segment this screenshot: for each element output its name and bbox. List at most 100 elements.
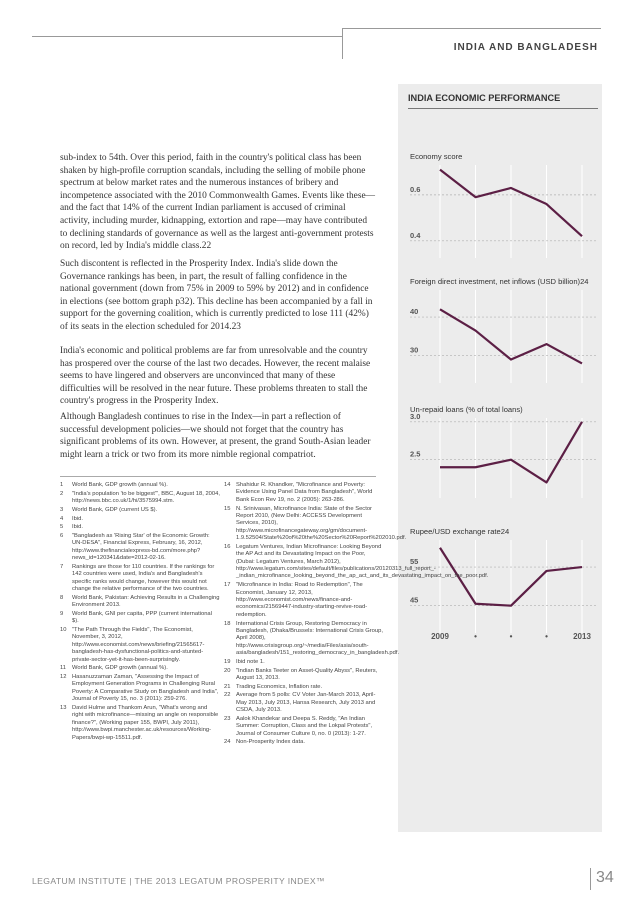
y-tick-label: 0.6 [410,185,420,194]
footnote: 24 Non-Prosperity Index data. [224,739,384,746]
footnote-text: International Crisis Group, Restoring De… [236,620,400,657]
chart-label-loans: Un-repaid loans (% of total loans) [410,405,523,414]
header-rule [32,36,342,37]
footnote-text: "Bangladesh as 'Rising Star' of the Econ… [72,532,210,562]
x-tick-label: 2009 [431,632,449,641]
footnote-number: 5 [60,524,64,531]
footnotes-right-column: 14 Shahidur R. Khandker, "Microfinance an… [224,482,488,748]
footnote-number: 13 [60,704,67,711]
footnote-text: Non-Prosperity Index data. [236,739,305,746]
footnote: 4 Ibid. [60,516,220,523]
footnote-number: 11 [60,665,67,672]
footer-divider [590,868,591,890]
footnote-number: 2 [60,490,64,497]
chart-label-economy: Economy score [410,152,463,161]
footnote-number: 1 [60,482,64,488]
footnote-text: Trading Economics, Inflation rate. [236,683,323,690]
header-frame [342,28,601,59]
sidebar-title: INDIA ECONOMIC PERFORMANCE [408,93,561,103]
footnote-text: Hasanuzzaman Zaman, "Assessing the Impac… [72,674,219,703]
paragraph-2: Such discontent is reflected in the Pros… [60,259,373,332]
chart-label-fdi: Foreign direct investment, net inflows (… [410,277,589,286]
footnote-text: "India's population 'to be biggest'", BB… [72,490,220,505]
footer-publication: LEGATUM INSTITUTE | THE 2013 LEGATUM PRO… [32,876,325,886]
footnote: 16 Legatum Ventures, Indian Microfinance:… [224,543,488,581]
footnote-number: 12 [60,674,67,681]
y-tick-label: 30 [410,346,418,355]
footnote: 23 Aalok Khandekar and Deepa S. Reddy, "A… [224,716,384,738]
footnote: 12 Hasanuzzaman Zaman, "Assessing the Imp… [60,674,220,704]
footnote: 14 Shahidur R. Khandker, "Microfinance an… [224,482,384,504]
paragraph-1: sub-index to 54th. Over this period, fai… [60,153,376,252]
section-title: INDIA AND BANGLADESH [453,42,598,53]
chart-label-rupee: Rupee/USD exchange rate24 [410,527,510,536]
footnote: 3 World Bank, GDP (current US $). [60,507,220,514]
footnote-text: Ibid. [72,515,83,522]
footnote: 11 World Bank, GDP growth (annual %). [60,665,220,672]
footnote: 13 David Hulme and Thankom Arun, "What's … [60,705,220,742]
footnote-divider [60,476,376,477]
footnote: 18 International Crisis Group, Restoring … [224,620,399,658]
footnote-number: 17 [224,582,231,589]
x-tick-label: • [545,632,548,641]
footnote-number: 14 [224,482,231,488]
y-tick-label: 0.4 [410,231,421,240]
footnote-text: "Microfinance in India: Road to Redempti… [236,582,368,618]
footnote-number: 22 [224,692,231,699]
x-tick-label: 2013 [573,632,591,641]
footnote: 8 World Bank, Pakistan: Achieving Results… [60,595,220,610]
sidebar-panel [398,84,602,832]
footnote-text: David Hulme and Thankom Arun, "What's wr… [72,704,219,741]
footnote-text: Rankings are those for 110 countries. If… [72,563,215,593]
sidebar-title-rule [408,108,598,109]
footnote: 17 "Microfinance in India: Road to Redemp… [224,582,384,619]
footnote-number: 19 [224,658,231,665]
x-tick-label: • [510,632,513,641]
footnote-number: 16 [224,543,231,550]
footnote: 1 World Bank, GDP growth (annual %). [60,482,220,489]
footnote-number: 9 [60,610,64,617]
footnote: 21 Trading Economics, Inflation rate. [224,684,384,691]
footnote: 15 N. Srinivasan, Microfinance India: Sta… [224,505,406,543]
footnote-text: World Bank, GDP growth (annual %). [72,482,168,488]
footnote: 5 Ibid. [60,524,220,531]
footnote-number: 15 [224,505,231,512]
footnote-number: 21 [224,683,231,690]
footnote: 22 Average from 5 polls: CV Voter Jan-Mar… [224,692,384,714]
footnote-text: Ibid note 1. [236,658,265,665]
footnote-number: 23 [224,715,231,722]
footnote-number: 8 [60,594,64,601]
footnote-text: Ibid. [72,524,83,531]
footnote: 2 "India's population 'to be biggest'", B… [60,491,220,506]
y-tick-label: 40 [410,307,418,316]
footnote-text: "The Path Through the Fields", The Econo… [72,626,205,663]
footnotes-left-column: 1 World Bank, GDP growth (annual %). 2 "Ind… [60,482,220,743]
y-tick-label: 3.0 [410,412,420,421]
y-tick-label: 45 [410,596,418,605]
footnote-number: 18 [224,620,231,627]
y-tick-label: 55 [410,557,418,566]
footnote-text: World Bank, GDP (current US $). [72,506,158,513]
paragraph-4: Although Bangladesh continues to rise in… [60,412,371,460]
footnote-text: World Bank, Pakistan: Achieving Results … [72,594,220,609]
footnote: 20 "Indian Banks Teeter on Asset-Quality … [224,668,384,683]
footnote-number: 20 [224,667,231,674]
footnote-text: Aalok Khandekar and Deepa S. Reddy, "An … [236,715,373,737]
footnote-text: World Bank, GNI per capita, PPP (current… [72,610,212,625]
footnote-number: 3 [60,506,64,513]
footnote-number: 4 [60,515,64,522]
footnote-text: Average from 5 polls: CV Voter Jan-March… [236,692,376,714]
footnote: 7 Rankings are those for 110 countries. I… [60,564,220,594]
footnote-text: Shahidur R. Khandker, "Microfinance and … [236,482,373,503]
y-tick-label: 2.5 [410,450,420,459]
footnote-number: 24 [224,739,231,746]
footnote-text: Legatum Ventures, Indian Microfinance: L… [236,543,489,580]
footnote: 6 "Bangladesh as 'Rising Star' of the Eco… [60,533,220,563]
page-number: 34 [596,869,614,886]
footnote-text: "Indian Banks Teeter on Asset-Quality Ab… [236,667,378,681]
footnote-number: 7 [60,563,64,570]
footnote: 19 Ibid note 1. [224,659,384,666]
footnote: 9 World Bank, GNI per capita, PPP (curren… [60,611,220,626]
footnote-number: 10 [60,626,67,633]
